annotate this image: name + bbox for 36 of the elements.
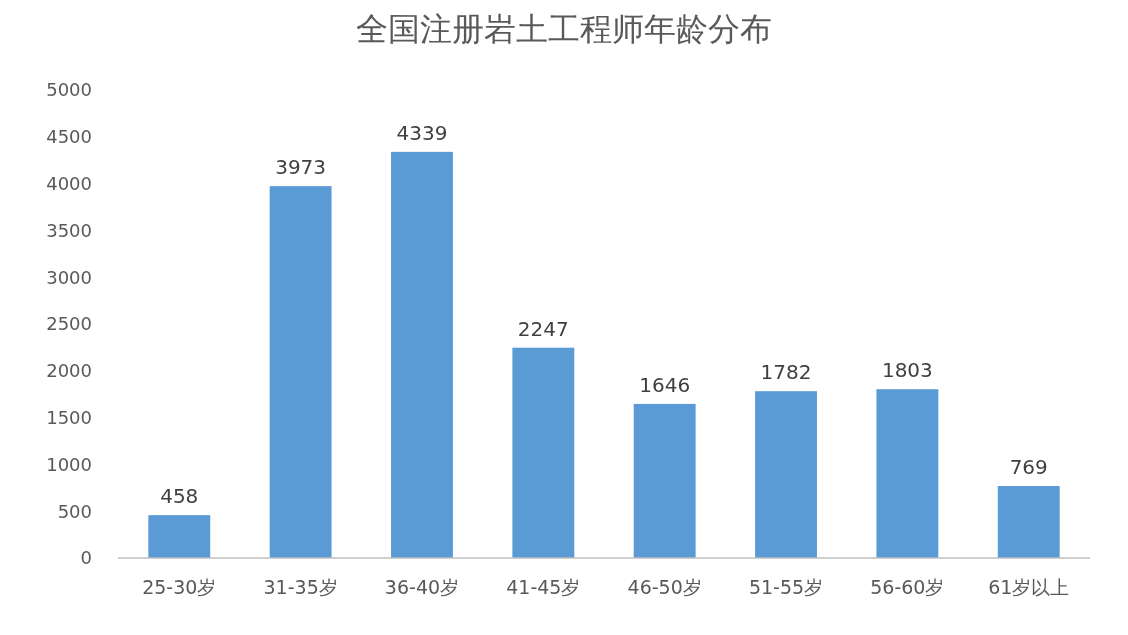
data-label: 4339 (396, 120, 448, 145)
data-label: 3973 (275, 155, 327, 180)
y-tick-label: 5000 (46, 79, 92, 101)
x-tick-label: 36-40岁 (384, 576, 460, 598)
y-tick-label: 2000 (46, 360, 92, 382)
data-label: 1803 (881, 358, 933, 383)
y-tick-label: 4500 (46, 126, 92, 148)
data-label: 1646 (639, 372, 691, 397)
x-tick-label: 25-30岁 (142, 576, 217, 598)
y-tick-label: 1500 (46, 406, 92, 428)
bar (633, 403, 696, 558)
y-tick-label: 3000 (46, 266, 92, 288)
x-tick-label: 31-35岁 (263, 576, 338, 598)
x-tick-label: 51-55岁 (748, 576, 824, 598)
y-tick-label: 1000 (46, 453, 92, 475)
bar (269, 186, 332, 558)
data-label: 458 (160, 484, 199, 509)
x-tick-label: 61岁以上 (988, 576, 1070, 598)
y-tick-label: 500 (57, 500, 92, 522)
data-label: 769 (1009, 455, 1048, 480)
bar (755, 391, 817, 558)
y-tick-label: 0 (80, 547, 92, 569)
x-tick-label: 56-60岁 (870, 576, 945, 598)
bar (876, 389, 939, 558)
y-tick-label: 2500 (46, 313, 92, 335)
bar (391, 151, 453, 558)
y-tick-label: 4000 (46, 172, 92, 194)
chart-title: 全国注册岩土工程师年龄分布 (356, 10, 772, 48)
data-label: 2247 (517, 316, 569, 341)
y-tick-label: 3500 (46, 219, 92, 241)
x-tick-label: 46-50岁 (627, 576, 702, 598)
bar (148, 515, 211, 558)
bar (512, 347, 575, 558)
data-label: 1782 (760, 360, 812, 385)
bar (997, 486, 1060, 558)
x-tick-label: 41-45岁 (506, 576, 581, 598)
